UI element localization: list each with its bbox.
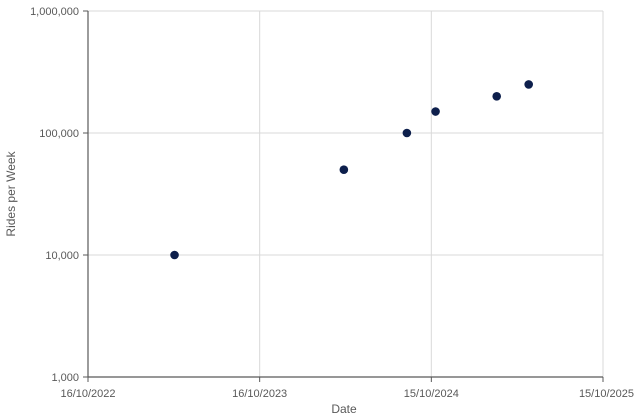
data-point xyxy=(339,165,349,175)
data-point xyxy=(170,250,179,260)
data-point xyxy=(431,107,440,116)
y-tick-label: 100,000 xyxy=(39,128,79,140)
y-axis-title: Rides per Week xyxy=(4,150,18,236)
x-tick-label: 16/10/2022 xyxy=(60,388,115,400)
y-tick-label: 1,000 xyxy=(51,372,79,384)
x-tick-label: 15/10/2024 xyxy=(404,388,459,400)
x-axis-ticks: 16/10/2022 16/10/2023 15/10/2024 15/10/2025 xyxy=(60,377,634,400)
x-tick-label: 15/10/2025 xyxy=(579,388,634,400)
x-axis-title: Date xyxy=(331,402,357,416)
data-points xyxy=(170,80,533,260)
data-point xyxy=(524,80,533,89)
x-tick-label: 16/10/2023 xyxy=(232,388,287,400)
grid-lines xyxy=(87,10,604,378)
data-point xyxy=(492,91,502,101)
y-tick-label: 10,000 xyxy=(45,250,79,262)
y-tick-label: 1,000,000 xyxy=(30,6,79,18)
data-point xyxy=(402,128,412,138)
y-axis-ticks: 1,000 10,000 100,000 1,000,000 xyxy=(30,6,88,384)
